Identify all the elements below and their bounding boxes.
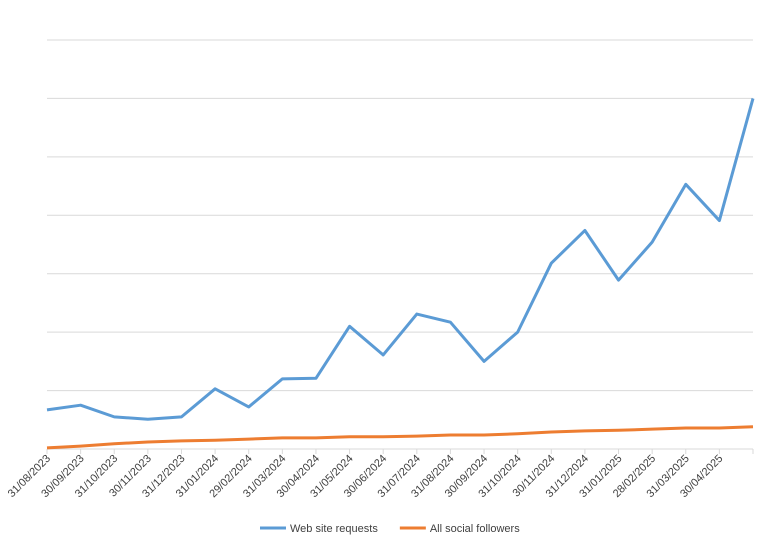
legend-label: Web site requests xyxy=(290,523,378,535)
series-line xyxy=(46,98,755,421)
legend-label: All social followers xyxy=(430,523,520,535)
series-line xyxy=(46,425,754,450)
